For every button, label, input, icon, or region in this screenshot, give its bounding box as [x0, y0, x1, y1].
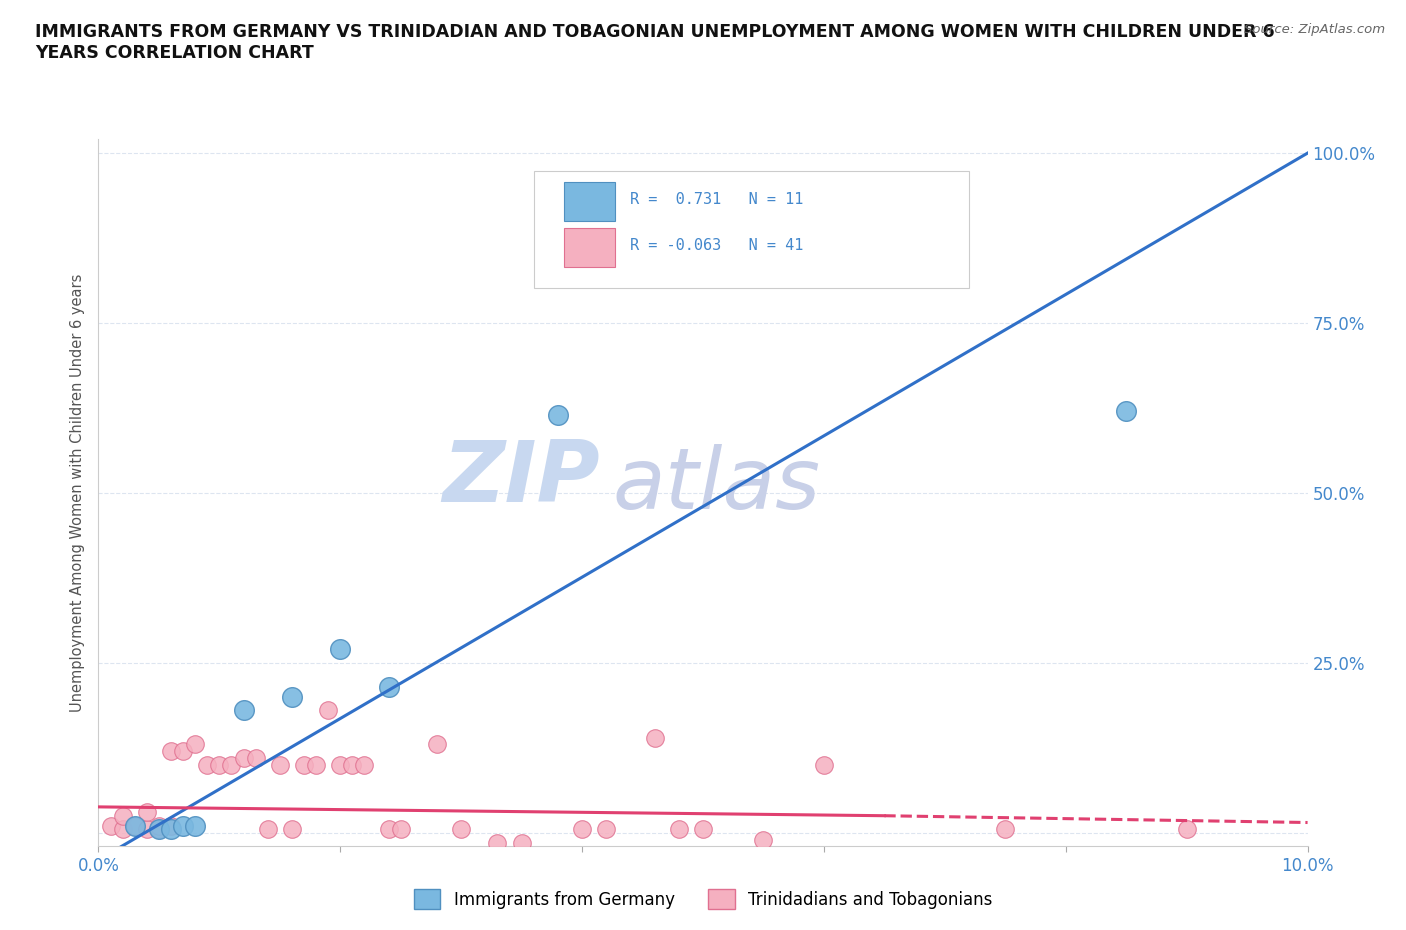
Point: [389, 822, 412, 837]
Point: [135, 804, 157, 819]
Point: [281, 822, 304, 837]
Point: [1175, 822, 1198, 837]
Point: [124, 818, 146, 833]
Point: [342, 757, 364, 772]
Point: [547, 407, 569, 422]
Point: [269, 757, 291, 772]
Point: [208, 757, 231, 772]
Text: R =  0.731   N = 11: R = 0.731 N = 11: [630, 193, 804, 207]
Point: [377, 822, 399, 837]
Point: [135, 822, 157, 837]
Point: [184, 818, 207, 833]
Point: [148, 818, 170, 833]
Point: [124, 818, 146, 833]
FancyBboxPatch shape: [564, 182, 614, 220]
Text: IMMIGRANTS FROM GERMANY VS TRINIDADIAN AND TOBAGONIAN UNEMPLOYMENT AMONG WOMEN W: IMMIGRANTS FROM GERMANY VS TRINIDADIAN A…: [35, 23, 1275, 62]
Point: [148, 822, 170, 837]
FancyBboxPatch shape: [534, 171, 969, 288]
Text: ZIP: ZIP: [443, 437, 600, 520]
Point: [595, 822, 617, 837]
Point: [172, 818, 194, 833]
Point: [221, 757, 243, 772]
Point: [232, 703, 254, 718]
Point: [111, 808, 134, 823]
Point: [353, 757, 375, 772]
Point: [100, 818, 122, 833]
Text: atlas: atlas: [613, 445, 820, 527]
Text: Source: ZipAtlas.com: Source: ZipAtlas.com: [1244, 23, 1385, 36]
Point: [172, 744, 194, 759]
Point: [256, 822, 278, 837]
Point: [195, 757, 218, 772]
Text: R = -0.063   N = 41: R = -0.063 N = 41: [630, 238, 804, 253]
Y-axis label: Unemployment Among Women with Children Under 6 years: Unemployment Among Women with Children U…: [70, 273, 86, 712]
Point: [668, 822, 690, 837]
Point: [571, 822, 593, 837]
Point: [450, 822, 472, 837]
Point: [329, 757, 352, 772]
Point: [1115, 404, 1137, 418]
Point: [232, 751, 254, 765]
Point: [377, 679, 399, 694]
Point: [813, 757, 835, 772]
Point: [486, 835, 509, 850]
Point: [281, 689, 304, 704]
Point: [994, 822, 1017, 837]
Point: [160, 822, 183, 837]
Point: [245, 751, 267, 765]
Point: [644, 730, 666, 745]
Point: [692, 822, 714, 837]
Point: [329, 642, 352, 657]
Point: [111, 822, 134, 837]
FancyBboxPatch shape: [564, 228, 614, 267]
Legend: Immigrants from Germany, Trinidadians and Tobagonians: Immigrants from Germany, Trinidadians an…: [405, 881, 1001, 917]
Point: [148, 822, 170, 837]
Point: [305, 757, 328, 772]
Point: [184, 737, 207, 751]
Point: [510, 835, 533, 850]
Point: [292, 757, 315, 772]
Point: [752, 832, 775, 847]
Point: [160, 818, 183, 833]
Point: [426, 737, 449, 751]
Point: [316, 703, 339, 718]
Point: [160, 744, 183, 759]
